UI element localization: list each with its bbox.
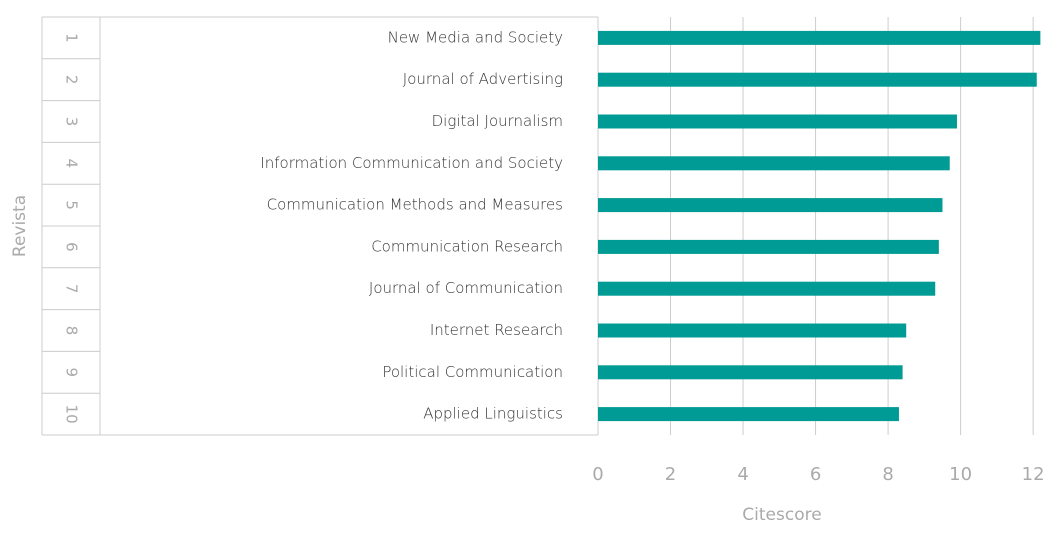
rank-label: 1 bbox=[63, 33, 81, 43]
rank-label: 4 bbox=[63, 159, 81, 169]
category-label: Communication Methods and Measures bbox=[267, 196, 563, 214]
x-tick-label: 12 bbox=[1022, 464, 1045, 485]
rank-label: 5 bbox=[63, 200, 81, 210]
x-tick-label: 0 bbox=[592, 464, 603, 485]
rank-label: 9 bbox=[63, 368, 81, 378]
category-label: Journal of Communication bbox=[369, 279, 563, 297]
bar bbox=[598, 156, 950, 171]
bar bbox=[598, 323, 907, 338]
category-label: Political Communication bbox=[382, 363, 563, 381]
category-label: Internet Research bbox=[430, 321, 563, 339]
x-tick-label: 10 bbox=[949, 464, 972, 485]
category-label: Communication Research bbox=[371, 237, 563, 255]
x-axis-title: Citescore bbox=[742, 505, 821, 525]
category-label: New Media and Society bbox=[388, 28, 564, 46]
bar bbox=[598, 407, 899, 422]
bar bbox=[598, 72, 1037, 87]
category-label: Information Communication and Society bbox=[260, 154, 563, 172]
x-tick-label: 4 bbox=[737, 464, 748, 485]
rank-label: 10 bbox=[63, 405, 81, 424]
bar bbox=[598, 365, 903, 380]
rank-label: 2 bbox=[63, 75, 81, 85]
rank-label: 3 bbox=[63, 117, 81, 127]
x-tick-label: 2 bbox=[665, 464, 676, 485]
bar bbox=[598, 239, 939, 254]
category-label: Journal of Advertising bbox=[403, 70, 563, 88]
y-axis-title: Revista bbox=[10, 195, 30, 257]
x-tick-label: 6 bbox=[810, 464, 821, 485]
x-tick-label: 8 bbox=[882, 464, 893, 485]
rank-label: 8 bbox=[63, 326, 81, 336]
bar bbox=[598, 198, 943, 213]
rank-label: 6 bbox=[63, 242, 81, 252]
bar bbox=[598, 281, 936, 296]
bar bbox=[598, 114, 957, 129]
category-label: Applied Linguistics bbox=[423, 405, 563, 423]
bar bbox=[598, 30, 1041, 45]
category-label: Digital Journalism bbox=[432, 112, 563, 130]
rank-label: 7 bbox=[63, 284, 81, 294]
